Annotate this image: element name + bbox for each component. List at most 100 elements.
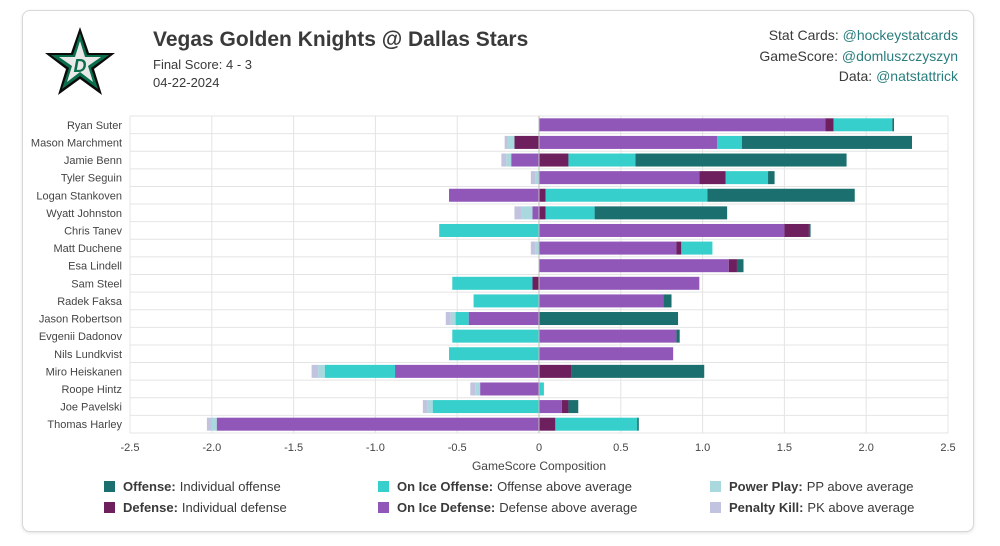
bar-penalty-kill [530, 241, 536, 255]
bar-on-ice-defense [539, 171, 700, 185]
y-tick-label: Evgenii Dadonov [39, 331, 123, 343]
bar-on-ice-defense [539, 223, 785, 237]
bar-power-play [318, 364, 325, 378]
bar-penalty-kill [311, 364, 319, 378]
legend-title: Defense: [123, 500, 178, 515]
bar-on-ice-offense [324, 364, 396, 378]
x-tick-label: 1.0 [695, 442, 710, 454]
bar-on-ice-defense [480, 382, 539, 396]
legend-description: PP above average [806, 479, 914, 494]
bar-offense [539, 312, 679, 326]
bar-penalty-kill [470, 382, 476, 396]
bar-offense [676, 329, 680, 343]
legend-item-defense: Defense: Individual defense [104, 500, 287, 515]
legend-description: Individual defense [181, 500, 287, 515]
bar-on-ice-defense [539, 294, 664, 308]
chart-card [22, 10, 974, 532]
y-tick-label: Jamie Benn [64, 155, 122, 167]
credit-data: Data: @natstattrick [839, 68, 958, 84]
legend-description: Offense above average [497, 479, 632, 494]
x-axis-label: GameScore Composition [472, 459, 606, 473]
legend-swatch [710, 502, 721, 513]
bar-defense [825, 118, 834, 132]
legend-description: Defense above average [499, 500, 638, 515]
bar-on-ice-defense [449, 188, 539, 202]
bar-on-ice-defense [539, 400, 562, 414]
y-tick-label: Wyatt Johnston [46, 208, 122, 220]
x-tick-label: 2.0 [859, 442, 874, 454]
legend-item-power-play: Power Play: PP above average [710, 479, 913, 494]
bar-on-ice-offense [439, 223, 539, 237]
bar-power-play [450, 312, 456, 326]
bar-defense [784, 223, 809, 237]
bar-defense [539, 364, 572, 378]
y-tick-label: Thomas Harley [47, 419, 122, 431]
bar-on-ice-offense [455, 312, 469, 326]
y-tick-label: Sam Steel [71, 278, 122, 290]
stat-cards-link[interactable]: @hockeystatcards [842, 27, 958, 43]
dallas-stars-logo: D [45, 27, 115, 95]
x-tick-label: -2.5 [121, 442, 140, 454]
bar-on-ice-offense [545, 206, 595, 220]
y-tick-label: Tyler Seguin [61, 173, 122, 185]
bar-on-ice-offense [545, 188, 708, 202]
legend-title: Offense: [123, 479, 176, 494]
bar-penalty-kill [514, 206, 522, 220]
bar-on-ice-defense [539, 118, 826, 132]
y-tick-label: Mason Marchment [31, 137, 122, 149]
legend-title: Power Play: [729, 479, 803, 494]
bar-offense [663, 294, 672, 308]
bar-defense [539, 417, 556, 431]
bar-penalty-kill [530, 171, 536, 185]
x-tick-label: -1.5 [284, 442, 303, 454]
x-tick-label: -1.0 [366, 442, 385, 454]
y-tick-label: Radek Faksa [57, 296, 123, 308]
bar-offense [707, 188, 855, 202]
bar-offense [736, 259, 744, 273]
bar-on-ice-offense [539, 382, 544, 396]
bar-offense [568, 400, 579, 414]
legend-item-on-ice-defense: On Ice Defense: Defense above average [378, 500, 637, 515]
bar-on-ice-defense [539, 276, 700, 290]
y-tick-label: Joe Pavelski [60, 402, 122, 414]
legend-description: PK above average [807, 500, 915, 515]
legend-description: Individual offense [179, 479, 281, 494]
bar-power-play [521, 206, 533, 220]
legend-swatch [104, 502, 115, 513]
legend-swatch [378, 481, 389, 492]
bar-defense [539, 188, 546, 202]
bar-defense [561, 400, 569, 414]
data-source-link[interactable]: @natstattrick [876, 68, 958, 84]
bar-penalty-kill [504, 135, 508, 149]
bar-on-ice-offense [717, 135, 742, 149]
legend-title: On Ice Defense: [397, 500, 496, 515]
bar-penalty-kill [501, 153, 507, 167]
bar-offense [768, 171, 775, 185]
bar-defense [728, 259, 737, 273]
legend-item-on-ice-offense: On Ice Offense: Offense above average [378, 479, 632, 494]
bar-defense [532, 276, 539, 290]
bar-on-ice-defense [539, 329, 677, 343]
x-tick-label: 0 [536, 442, 542, 454]
x-tick-label: -0.5 [448, 442, 467, 454]
bar-on-ice-offense [555, 417, 638, 431]
bar-on-ice-offense [725, 171, 769, 185]
bar-power-play [535, 171, 539, 185]
chart-title: Vegas Golden Knights @ Dallas Stars [153, 28, 529, 51]
y-tick-label: Chris Tanev [64, 225, 122, 237]
credit-label: Stat Cards: [768, 27, 839, 43]
bar-on-ice-offense [449, 347, 539, 361]
bar-offense [571, 364, 705, 378]
x-tick-label: -2.0 [202, 442, 221, 454]
bar-offense [635, 153, 847, 167]
bar-penalty-kill [422, 400, 428, 414]
bar-on-ice-offense [833, 118, 893, 132]
y-tick-label: Nils Lundkvist [54, 349, 122, 361]
bar-on-ice-offense [568, 153, 636, 167]
y-tick-label: Miro Heiskanen [46, 366, 122, 378]
bar-on-ice-offense [452, 329, 539, 343]
bar-offense [741, 135, 913, 149]
legend-swatch [378, 502, 389, 513]
bar-on-ice-defense [468, 312, 539, 326]
gamescore-link[interactable]: @domluszczyszyn [841, 48, 958, 64]
